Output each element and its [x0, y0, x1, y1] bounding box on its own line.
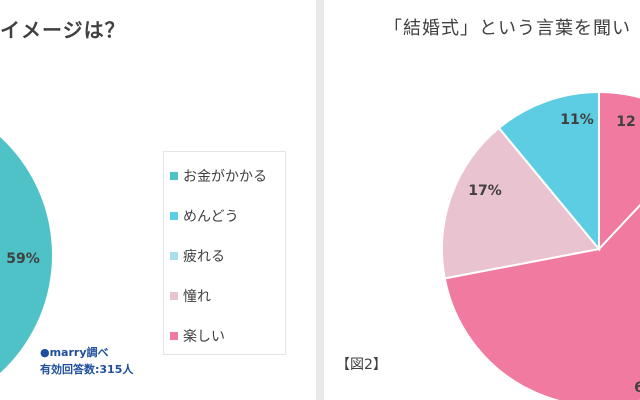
legend-item-tsukareru: 疲れる — [170, 242, 285, 269]
pie-slice-mendou — [497, 90, 600, 252]
legend-item-mendou: めんどう — [170, 202, 285, 229]
chart-panel-right: 「結婚式」という言葉を聞い 11% 17% 6 12 【図2】 — [324, 0, 640, 400]
legend-label-tsukareru: 疲れる — [183, 248, 225, 265]
slice-mendou-label: 11% — [560, 112, 594, 128]
source-credit: ●marry調べ — [40, 346, 109, 359]
legend-swatch-tanoshii — [170, 331, 178, 340]
chart-title-right: 「結婚式」という言葉を聞い — [384, 18, 631, 39]
legend-item-akogare: 憧れ — [170, 282, 285, 309]
legend-label-tanoshii: 楽しい — [183, 328, 225, 345]
legend-label-mendou: めんどう — [183, 208, 239, 225]
chart-legend: お金がかかる めんどう 疲れる 憧れ 楽しい — [163, 151, 286, 355]
pie-chart-left: 59% — [0, 137, 52, 373]
pie-chart-right: 11% 17% 6 12 — [441, 90, 640, 400]
survey-source: ●marry調べ 有効回答数:315人 — [40, 344, 133, 378]
legend-swatch-akogare — [170, 291, 178, 300]
slice-tanoshii-main-label: 6 — [634, 380, 640, 396]
pie-slice-akogare — [441, 126, 601, 280]
legend-swatch-mendou — [170, 211, 178, 220]
legend-swatch-okane — [170, 171, 178, 180]
figure-label: 【図2】 — [336, 357, 387, 373]
chart-title-left: イメージは？ — [0, 18, 126, 42]
chart-panel-left: イメージは？ 59% お金がかかる めんどう 疲れる 憧れ 楽しい ●marry… — [0, 0, 316, 400]
respondent-count: 有効回答数:315人 — [40, 363, 134, 376]
legend-label-akogare: 憧れ — [183, 288, 211, 305]
legend-item-tanoshii: 楽しい — [170, 322, 285, 349]
pie-slice-tanoshii-main — [443, 203, 640, 400]
legend-label-okane: お金がかかる — [183, 168, 267, 185]
legend-swatch-tsukareru — [170, 251, 178, 260]
pie-slice-okane — [0, 137, 52, 373]
pie-slice-tanoshii-small — [598, 90, 640, 252]
slice-tanoshii-small-label: 12 — [616, 114, 635, 130]
legend-item-okane: お金がかかる — [170, 162, 285, 189]
slice-label-59: 59% — [6, 251, 40, 267]
slice-akogare-label: 17% — [468, 183, 502, 199]
